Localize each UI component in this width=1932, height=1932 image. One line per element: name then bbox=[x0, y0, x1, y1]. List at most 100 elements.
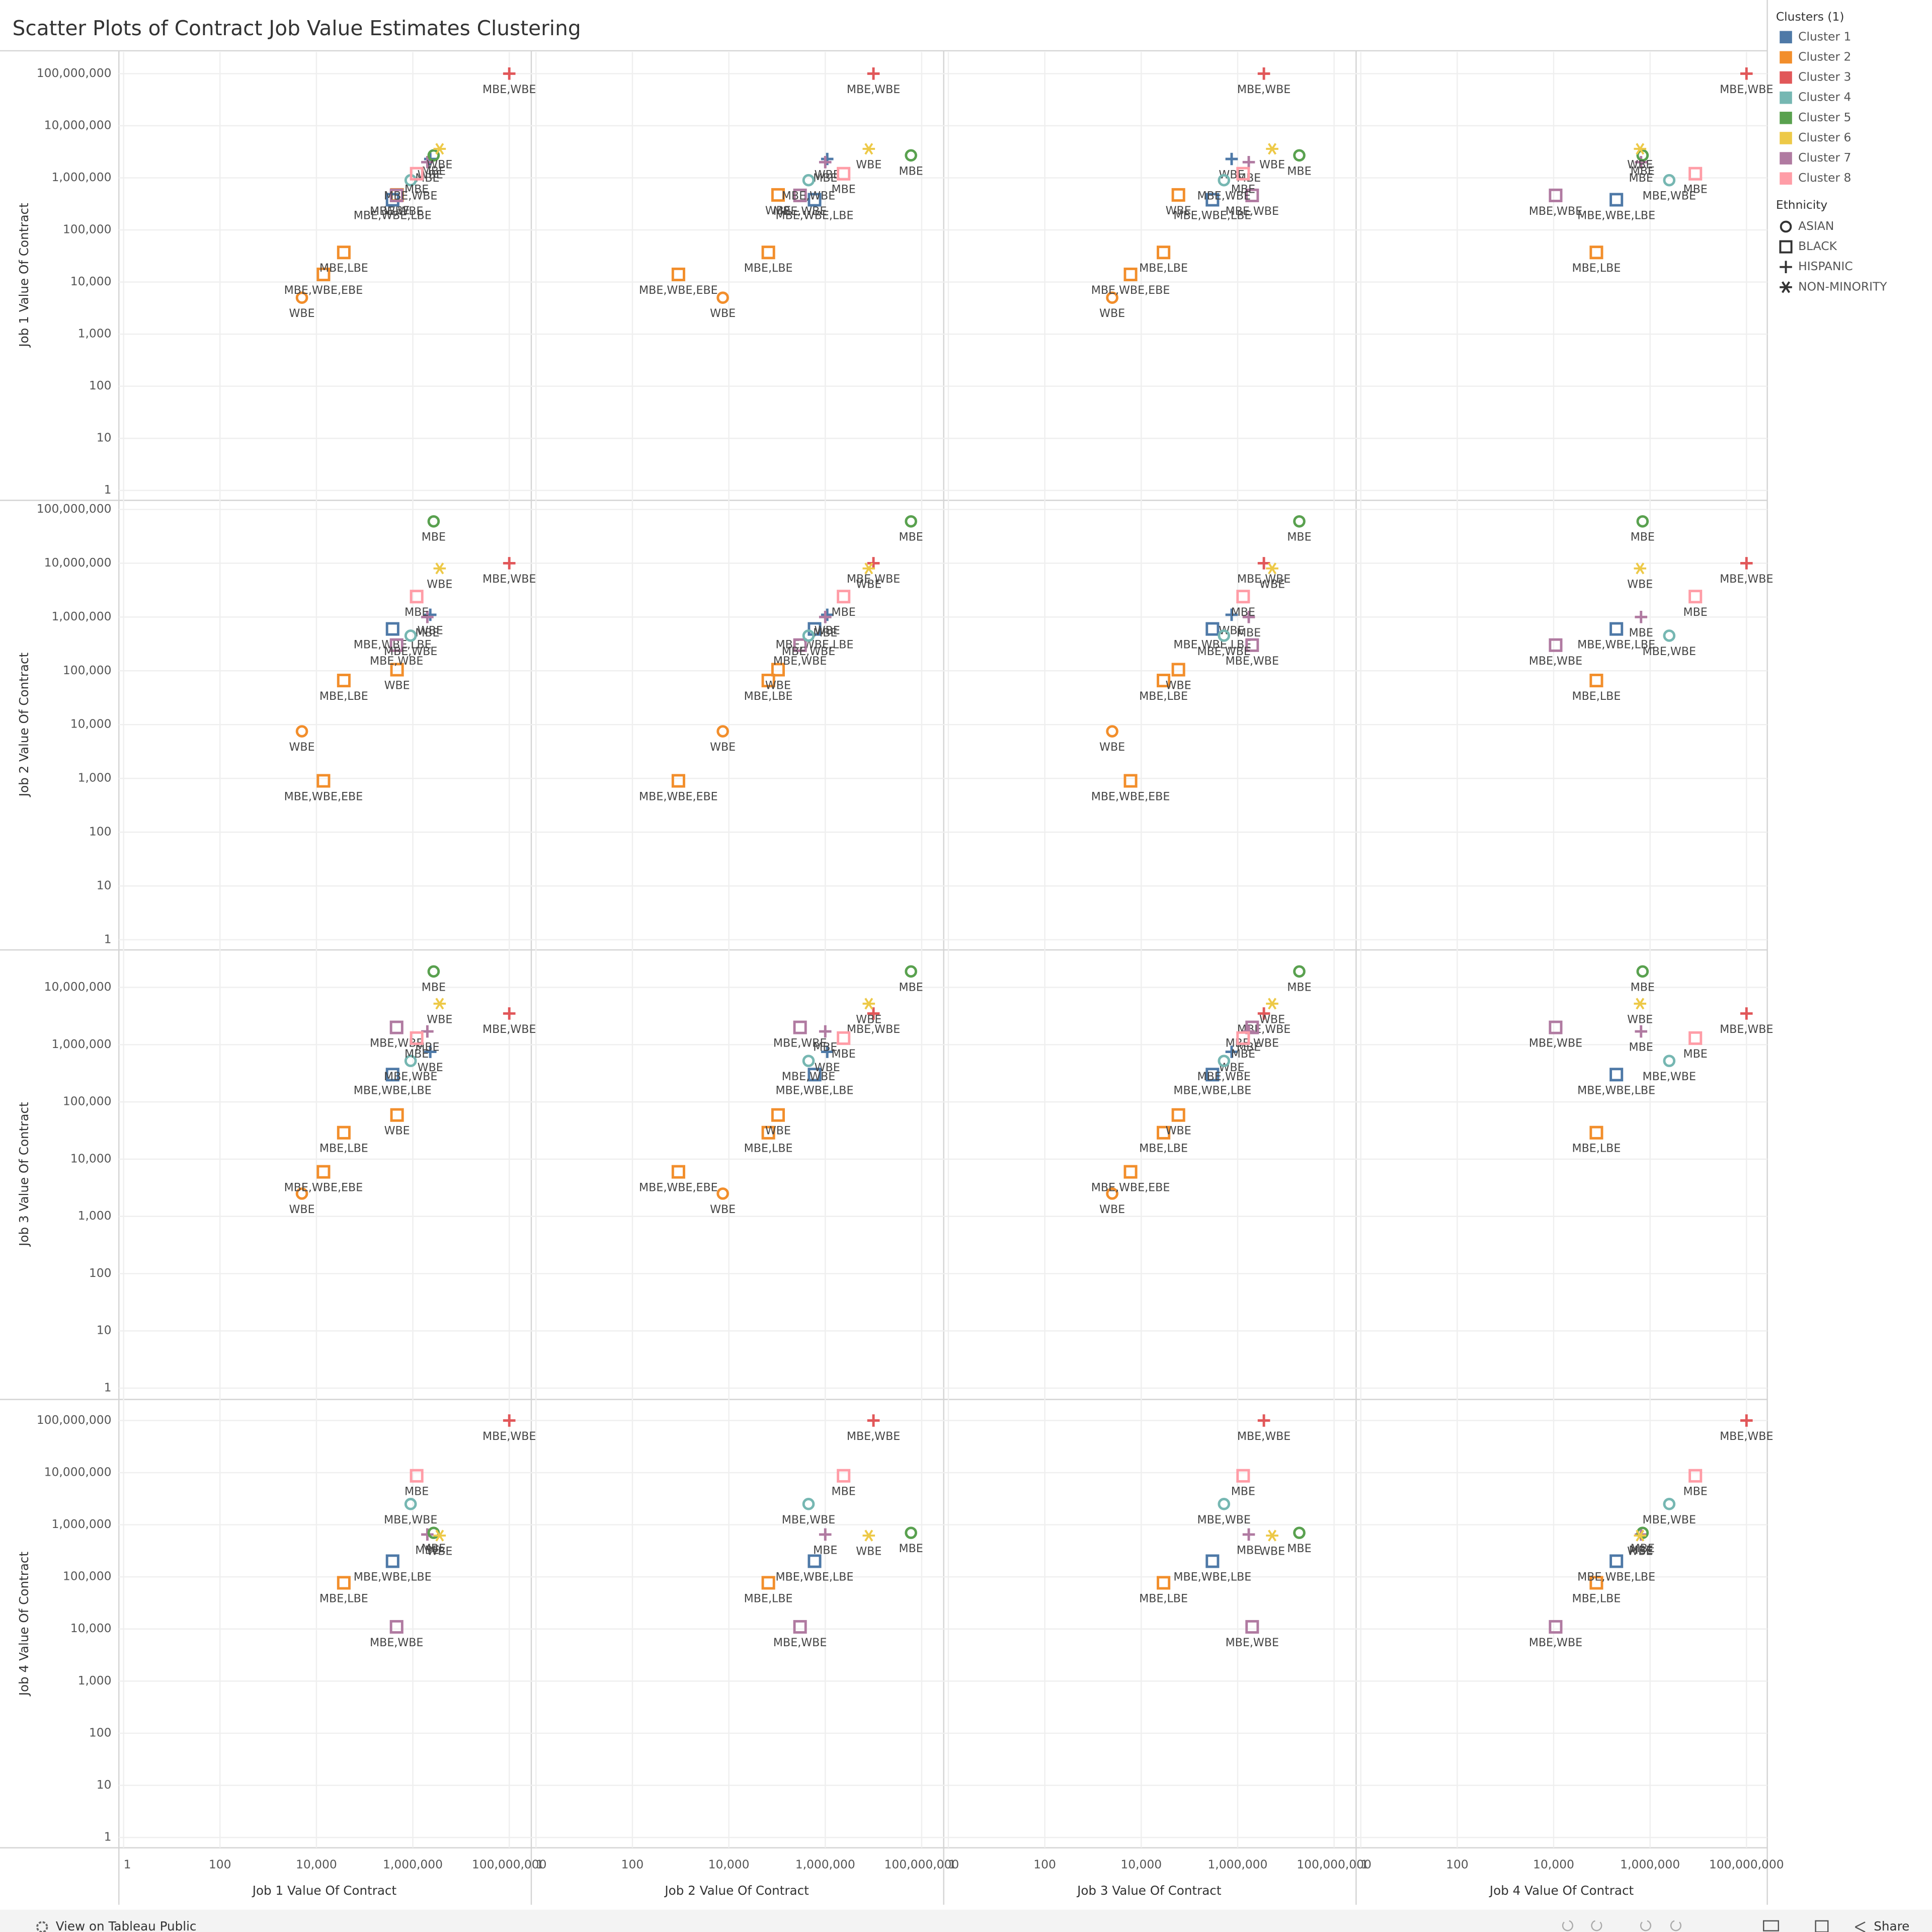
point-label: MBE,WBE,EBE bbox=[639, 284, 718, 297]
point-label: WBE bbox=[1166, 679, 1191, 692]
y-tick-label: 10 bbox=[97, 431, 112, 445]
point-label: MBE,LBE bbox=[744, 1142, 793, 1155]
point bbox=[793, 1020, 807, 1034]
point bbox=[1266, 1530, 1278, 1542]
legend-swatch bbox=[1780, 132, 1792, 144]
y-tick-label: 10,000,000 bbox=[44, 555, 112, 570]
point bbox=[1171, 1108, 1185, 1122]
point bbox=[1242, 155, 1255, 169]
point-label: MBE,WBE,LBE bbox=[354, 1570, 432, 1583]
x-axis-title: Job 1 Value Of Contract bbox=[252, 1883, 397, 1898]
point bbox=[1663, 629, 1676, 642]
point bbox=[862, 143, 875, 155]
point-label: WBE bbox=[289, 1203, 315, 1216]
point-label: WBE bbox=[856, 1545, 881, 1558]
point bbox=[1688, 1031, 1703, 1045]
point-label: MBE,WBE bbox=[1197, 645, 1251, 658]
point-label: MBE,WBE bbox=[782, 1513, 835, 1526]
point bbox=[1663, 1498, 1676, 1510]
point bbox=[385, 193, 399, 207]
y-tick-label: 10 bbox=[97, 1323, 112, 1337]
point bbox=[404, 1055, 417, 1067]
point-label: MBE,WBE bbox=[1720, 83, 1773, 96]
point-label: MBE,LBE bbox=[1572, 1592, 1621, 1605]
fullscreen-icon[interactable] bbox=[1815, 1920, 1829, 1932]
point bbox=[337, 1576, 351, 1590]
y-tick-label: 1,000,000 bbox=[52, 1037, 112, 1051]
point-label: MBE,LBE bbox=[319, 262, 368, 275]
point bbox=[1636, 965, 1649, 978]
point bbox=[808, 193, 822, 207]
point bbox=[1293, 965, 1306, 978]
point-label: WBE bbox=[1166, 1124, 1191, 1138]
point bbox=[1293, 1526, 1306, 1539]
point bbox=[1157, 1576, 1171, 1590]
y-tick-label: 1,000 bbox=[78, 771, 112, 785]
point-label: WBE bbox=[1627, 1545, 1653, 1558]
point bbox=[390, 1108, 404, 1122]
point bbox=[316, 267, 331, 281]
point-label: MBE bbox=[415, 626, 439, 639]
point-label: MBE,LBE bbox=[1572, 1142, 1621, 1155]
x-tick-label: 1,000,000 bbox=[795, 1858, 855, 1872]
device-icon[interactable] bbox=[1763, 1920, 1779, 1931]
point-label: WBE bbox=[710, 741, 736, 754]
point bbox=[503, 67, 516, 80]
point bbox=[410, 1469, 424, 1483]
point-label: MBE,WBE bbox=[1237, 573, 1291, 586]
point-label: MBE,WBE bbox=[782, 190, 835, 203]
point-label: MBE,WBE bbox=[782, 645, 835, 658]
x-tick-label: 1,000,000 bbox=[1208, 1858, 1267, 1872]
point-label: WBE bbox=[1259, 1013, 1285, 1026]
point-label: MBE,WBE bbox=[1720, 1023, 1773, 1036]
point bbox=[1634, 998, 1647, 1010]
point bbox=[1634, 562, 1647, 575]
point-label: MBE,WBE bbox=[370, 655, 423, 668]
point bbox=[905, 149, 917, 162]
point-label: MBE bbox=[899, 981, 923, 994]
point bbox=[1205, 1554, 1220, 1568]
point bbox=[716, 1187, 729, 1200]
point-label: MBE bbox=[1237, 1544, 1261, 1557]
point bbox=[1609, 1554, 1624, 1568]
point-label: MBE,WBE,LBE bbox=[354, 209, 432, 222]
point bbox=[867, 1007, 880, 1020]
point-label: MBE bbox=[832, 1048, 856, 1061]
point bbox=[808, 1554, 822, 1568]
y-tick-label: 100,000 bbox=[63, 663, 112, 677]
x-tick-label: 10,000 bbox=[296, 1858, 337, 1872]
point-label: MBE bbox=[832, 183, 856, 196]
chart-title: Scatter Plots of Contract Job Value Esti… bbox=[13, 16, 581, 40]
point bbox=[1634, 1530, 1647, 1542]
point-label: MBE,WBE bbox=[1197, 1070, 1251, 1083]
point bbox=[1157, 246, 1171, 260]
x-tick-label: 1 bbox=[124, 1858, 131, 1872]
point bbox=[1236, 1469, 1250, 1483]
point bbox=[671, 774, 685, 788]
y-tick-label: 10,000 bbox=[70, 717, 112, 731]
point bbox=[1663, 174, 1676, 187]
point bbox=[802, 1055, 815, 1067]
point bbox=[837, 590, 851, 604]
point bbox=[1293, 515, 1306, 528]
point bbox=[1257, 1007, 1270, 1020]
point bbox=[1171, 188, 1185, 202]
tableau-link[interactable]: View on Tableau Public bbox=[56, 1919, 197, 1932]
point bbox=[802, 1498, 815, 1510]
point-label: MBE bbox=[1629, 626, 1653, 639]
point bbox=[1242, 611, 1255, 623]
point bbox=[385, 1554, 399, 1568]
share-button[interactable]: Share bbox=[1874, 1919, 1909, 1932]
point bbox=[837, 1031, 851, 1045]
x-tick-label: 100 bbox=[209, 1858, 231, 1872]
point bbox=[1636, 515, 1649, 528]
point-label: MBE,WBE bbox=[847, 1023, 900, 1036]
legend-label: HISPANIC bbox=[1798, 259, 1853, 273]
legend-swatch bbox=[1780, 51, 1792, 64]
share-icon[interactable] bbox=[1855, 1921, 1866, 1932]
y-tick-label: 10 bbox=[97, 1778, 112, 1792]
footer-bar bbox=[0, 1909, 1932, 1932]
point bbox=[1635, 155, 1648, 169]
